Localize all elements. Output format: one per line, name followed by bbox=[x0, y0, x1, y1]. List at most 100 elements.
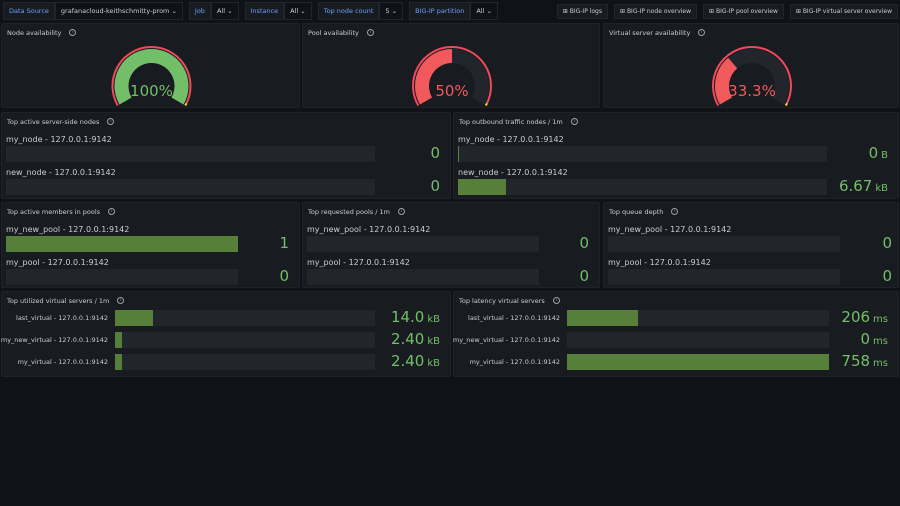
gauge-fill bbox=[715, 57, 738, 105]
variable-select[interactable]: 5 ⌄ bbox=[379, 2, 404, 20]
bar-track bbox=[608, 269, 840, 285]
bar-value-number: 0 bbox=[430, 144, 440, 162]
bar-label: my_new_pool - 127.0.0.1:9142 bbox=[307, 225, 431, 234]
bar-value-number: 0 bbox=[279, 267, 289, 285]
variable-value: All bbox=[216, 7, 225, 15]
bar-track bbox=[608, 236, 840, 252]
gauge: 100% bbox=[111, 46, 192, 107]
bar-value-number: 6.67 bbox=[838, 177, 873, 195]
info-icon[interactable]: i bbox=[69, 29, 77, 36]
bar-value-number: 0 bbox=[579, 267, 589, 285]
bar-value: 2.40 kB bbox=[391, 352, 440, 370]
gauge-threshold-red bbox=[412, 46, 492, 106]
panel-title: Virtual server availability bbox=[609, 29, 691, 37]
chevron-down-icon: ⌄ bbox=[484, 7, 492, 15]
variable-select[interactable]: All ⌄ bbox=[210, 2, 239, 20]
bar-fill bbox=[115, 354, 122, 370]
info-icon[interactable]: i bbox=[366, 29, 374, 36]
bar-label: new_node - 127.0.0.1:9142 bbox=[458, 168, 568, 177]
bar-track bbox=[307, 269, 539, 285]
panel: Pool availability i 50% bbox=[302, 23, 600, 108]
info-icon[interactable]: i bbox=[108, 208, 116, 215]
info-icon[interactable]: i bbox=[698, 29, 706, 36]
gauge-threshold-red bbox=[111, 46, 192, 106]
bar-label: my_virtual - 127.0.0.1:9142 bbox=[469, 358, 560, 366]
bar-fill bbox=[115, 332, 122, 348]
bar-value-unit: kB bbox=[427, 358, 440, 369]
bar-value: 0 bbox=[430, 177, 440, 195]
dashboard-link[interactable]: ⊞ BIG-IP node overview bbox=[614, 4, 698, 19]
apps-icon: ⊞ bbox=[795, 8, 803, 15]
panel: Top latency virtual servers i last_virtual… bbox=[453, 291, 899, 377]
bar-value-unit: kB bbox=[427, 336, 440, 347]
info-icon[interactable]: i bbox=[570, 118, 578, 125]
dashboard-link-label: BIG-IP node overview bbox=[626, 8, 692, 15]
bar-value: 2.40 kB bbox=[391, 330, 440, 348]
panel-header: Top active members in pools i bbox=[7, 208, 116, 216]
bar-track bbox=[567, 310, 829, 326]
panel-title: Top queue depth bbox=[609, 208, 664, 216]
gauge-fill bbox=[415, 49, 453, 105]
gauge: 50% bbox=[412, 46, 492, 107]
gauge-fill bbox=[114, 49, 189, 105]
panel-header: Top queue depth i bbox=[609, 208, 679, 216]
variable-label: Instance bbox=[244, 2, 285, 20]
bar-value: 0 bbox=[882, 234, 892, 252]
bar-value-number: 0 bbox=[882, 267, 892, 285]
variables-bar: Data Source grafanacloud-keithschmitty-pr… bbox=[0, 0, 900, 22]
bar-value-number: 2.40 bbox=[390, 330, 425, 348]
bar-label: my_new_virtual - 127.0.0.1:9142 bbox=[0, 336, 108, 344]
panel-title: Top utilized virtual servers / 1m bbox=[7, 297, 110, 305]
panel: Top requested pools / 1m i my_new_pool - 1… bbox=[302, 202, 600, 288]
panel: Virtual server availability i 33.3% bbox=[603, 23, 899, 108]
panel-header: Top utilized virtual servers / 1m i bbox=[7, 297, 125, 305]
info-icon[interactable]: i bbox=[117, 297, 125, 304]
bar-track bbox=[567, 354, 829, 370]
variable-select[interactable]: All ⌄ bbox=[470, 2, 498, 20]
bar-value: 758 ms bbox=[841, 352, 888, 370]
info-icon[interactable]: i bbox=[671, 208, 679, 215]
info-icon[interactable]: i bbox=[552, 297, 560, 304]
gauge-threshold-yellow bbox=[184, 102, 188, 107]
info-icon[interactable]: i bbox=[398, 208, 405, 215]
bar-value: 0 bbox=[579, 267, 589, 285]
variable-select[interactable]: All ⌄ bbox=[284, 2, 312, 20]
bar-track bbox=[6, 179, 375, 195]
dashboard-link[interactable]: ⊞ BIG-IP logs bbox=[556, 4, 608, 19]
bar-label: last_virtual - 127.0.0.1:9142 bbox=[16, 314, 108, 322]
variable-value: grafanacloud-keithschmitty-prom bbox=[60, 7, 170, 15]
panel-title: Top latency virtual servers bbox=[459, 297, 545, 305]
dashboard-link[interactable]: ⊞ BIG-IP virtual server overview bbox=[789, 4, 898, 19]
panel-title: Top outbound traffic nodes / 1m bbox=[459, 118, 563, 126]
bar-label: my_new_pool - 127.0.0.1:9142 bbox=[608, 225, 732, 234]
info-icon[interactable]: i bbox=[107, 118, 115, 125]
bar-value-number: 0 bbox=[860, 330, 871, 348]
bar-value-number: 14.0 bbox=[390, 308, 425, 326]
gauge-threshold-yellow bbox=[484, 102, 488, 107]
gauge-value: 33.3% bbox=[728, 82, 776, 100]
panel: Top utilized virtual servers / 1m i last_v… bbox=[1, 291, 451, 377]
panel-header: Top requested pools / 1m i bbox=[308, 208, 405, 216]
panel: Top active server-side nodes i my_node - 1… bbox=[1, 112, 451, 199]
bar-value: 0 bbox=[579, 234, 589, 252]
dashboard-link[interactable]: ⊞ BIG-IP pool overview bbox=[703, 4, 784, 19]
bar-fill bbox=[458, 179, 506, 195]
bar-fill bbox=[567, 354, 829, 370]
bar-value-unit: kB bbox=[875, 183, 888, 194]
bar-value-number: 0 bbox=[579, 234, 589, 252]
bar-track bbox=[307, 236, 539, 252]
gauge-threshold-yellow bbox=[784, 102, 788, 107]
gauge-value: 50% bbox=[435, 82, 468, 100]
variable-select[interactable]: grafanacloud-keithschmitty-prom ⌄ bbox=[54, 2, 183, 20]
panel-header: Top latency virtual servers i bbox=[459, 297, 560, 305]
bar-fill bbox=[115, 310, 153, 326]
variable-label: BIG-IP partition bbox=[409, 2, 471, 20]
panel-title: Top active server-side nodes bbox=[7, 118, 100, 126]
bar-value: 1 bbox=[279, 234, 289, 252]
bar-label: my_new_pool - 127.0.0.1:9142 bbox=[6, 225, 130, 234]
variable-value: 5 bbox=[385, 7, 390, 15]
panel-header: Node availability i bbox=[7, 29, 77, 37]
bar-label: my_pool - 127.0.0.1:9142 bbox=[307, 258, 410, 267]
bar-value: 0 bbox=[279, 267, 289, 285]
panel-title: Pool availability bbox=[308, 29, 359, 37]
